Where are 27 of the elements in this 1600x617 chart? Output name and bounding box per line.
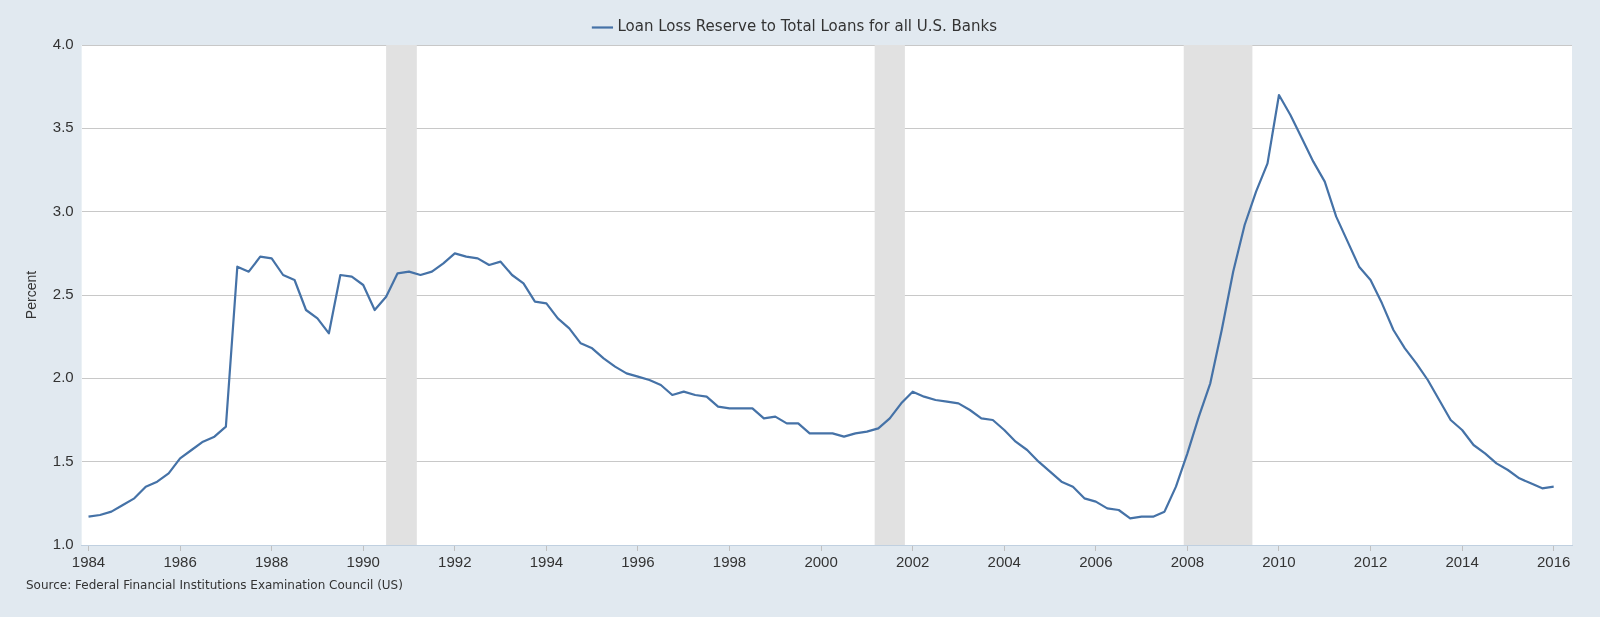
y-tick-label: 2.0 (52, 368, 74, 386)
x-tick-label: 1988 (254, 553, 289, 571)
x-tick-label: 2000 (804, 553, 838, 571)
x-tick-label: 2016 (1537, 553, 1571, 571)
x-tick-label: 2008 (1170, 553, 1205, 571)
y-axis-title: Percent (23, 270, 40, 320)
y-tick-label: 1.0 (52, 535, 74, 553)
x-tick-label: 2002 (895, 553, 930, 571)
y-tick-label: 3.5 (52, 118, 74, 136)
y-tick-label: 4.0 (52, 35, 74, 53)
x-tick-label: 2014 (1445, 553, 1479, 571)
x-tick-label: 1992 (438, 553, 472, 571)
x-tick-label: 1984 (71, 553, 106, 571)
legend-label: Loan Loss Reserve to Total Loans for all U.S. Banks (617, 17, 998, 36)
y-tick-label: 3.0 (52, 201, 74, 219)
x-tick-label: 1996 (621, 553, 655, 571)
x-tick-label: 1986 (163, 553, 197, 571)
x-tick-label: 1994 (529, 553, 564, 571)
x-tick-label: 2012 (1353, 553, 1388, 571)
source-note: Source: Federal Financial Institutions Examination Council (US) (26, 578, 403, 592)
y-tick-label: 2.5 (52, 285, 74, 303)
x-tick-label: 1998 (712, 553, 747, 571)
y-tick-label: 1.5 (52, 451, 74, 469)
x-tick-label: 1990 (346, 553, 380, 571)
x-tick-label: 2010 (1262, 553, 1296, 571)
x-tick-label: 2006 (1079, 553, 1113, 571)
x-tick-label: 2004 (987, 553, 1021, 571)
